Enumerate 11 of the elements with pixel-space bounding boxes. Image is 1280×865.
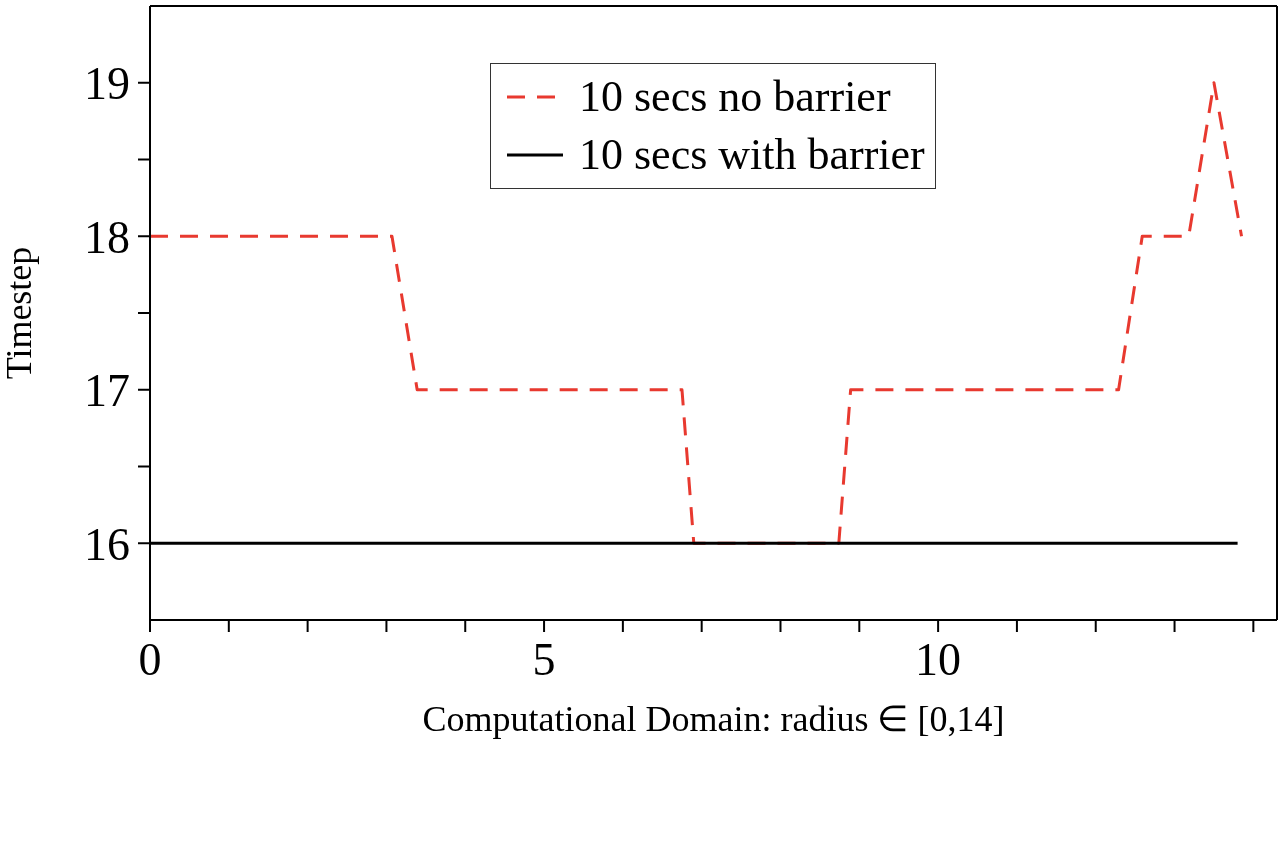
y-tick-label: 16 [84,518,130,570]
x-tick-label: 10 [915,633,962,685]
y-tick-label: 17 [84,365,130,417]
legend-label: 10 secs with barrier [579,129,925,181]
y-axis-title: Timestep [0,246,39,380]
x-tick-label: 5 [532,633,556,685]
x-tick-label: 0 [138,633,162,685]
y-tick-label: 18 [84,211,130,263]
y-tick-label: 19 [84,58,130,110]
legend-label: 10 secs no barrier [579,71,891,123]
x-axis-title: Computational Domain: radius ∈ [0,14] [422,699,1005,739]
